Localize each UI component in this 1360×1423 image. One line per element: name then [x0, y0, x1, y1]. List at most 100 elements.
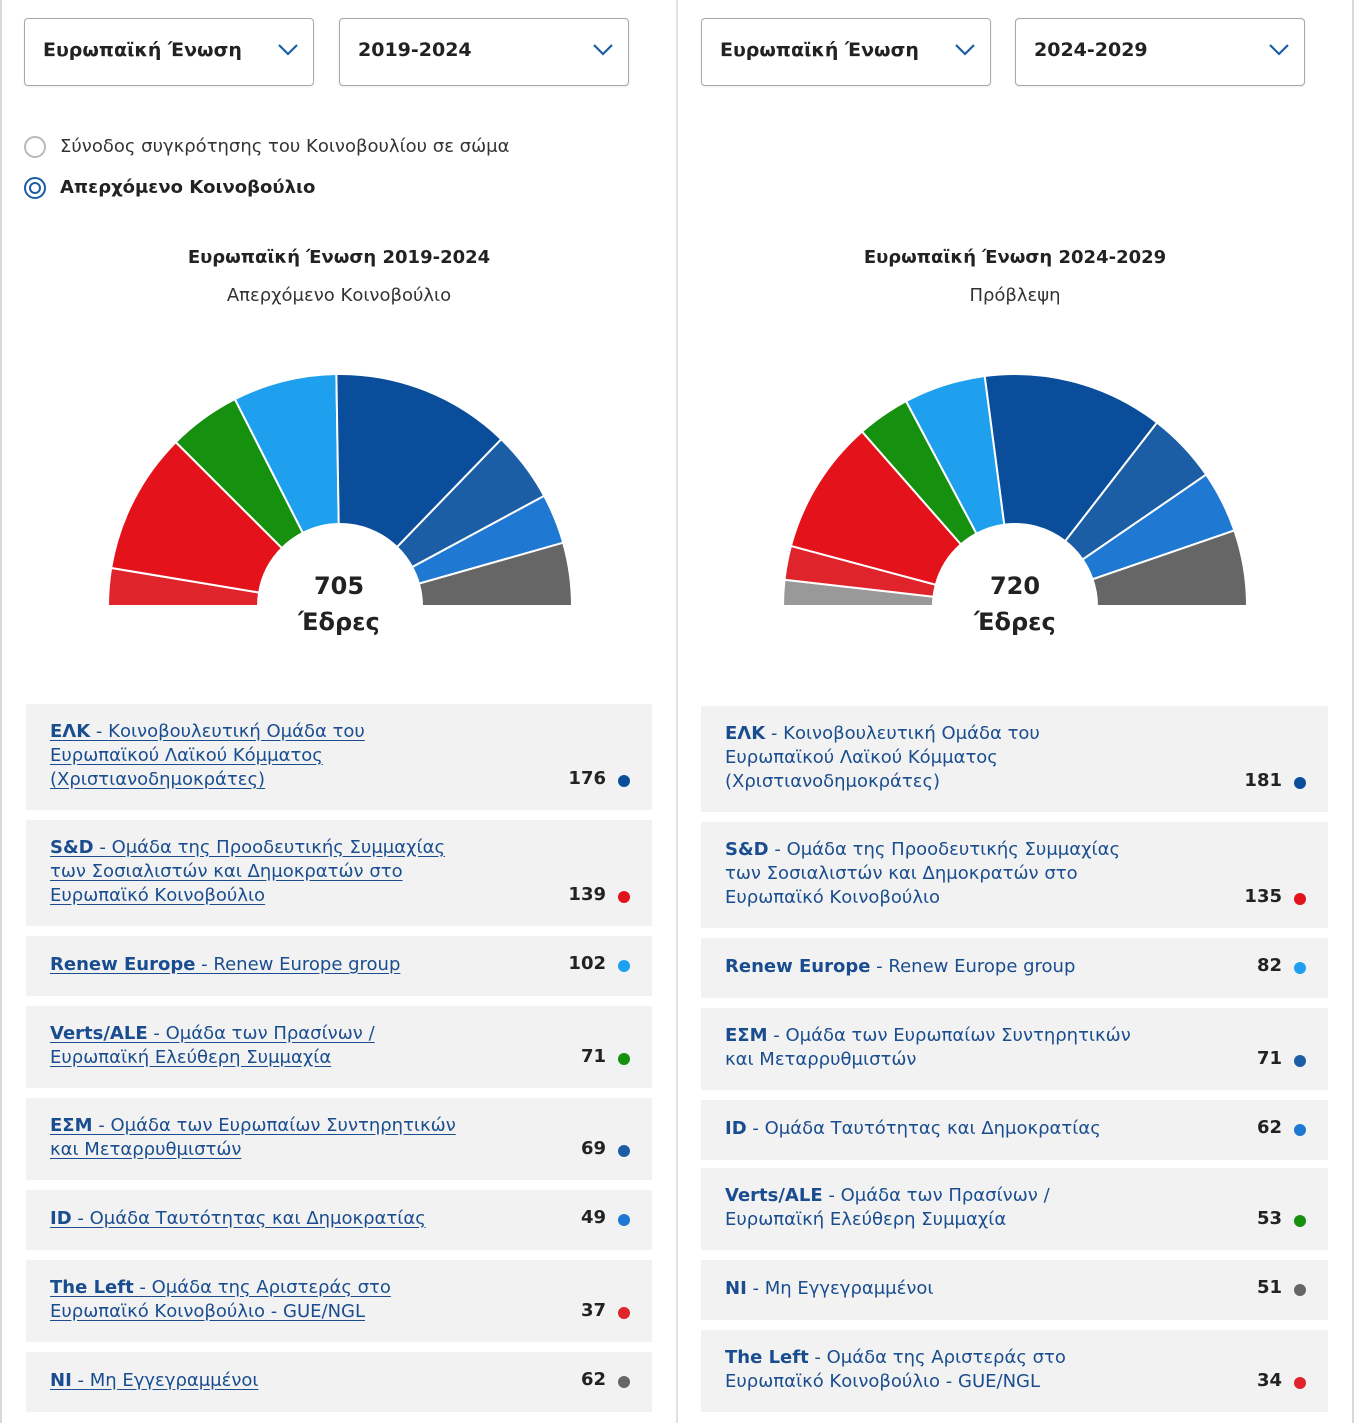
party-name[interactable]: NI - Μη Εγγεγραμμένοι	[50, 1369, 510, 1393]
party-fullname: Ομάδα Ταυτότητας και Δημοκρατίας	[764, 1118, 1101, 1139]
party-abbr: ΕΛΚ	[50, 721, 91, 742]
party-name[interactable]: ΕΛΚ - Κοινοβουλευτική Ομάδα του Ευρωπαϊκο…	[725, 722, 1185, 794]
left-region-dropdown[interactable]: Ευρωπαϊκή Ένωση	[24, 18, 314, 86]
party-fullname-line3: (Χριστιανοδημοκράτες)	[725, 771, 941, 792]
party-row[interactable]: S&D - Ομάδα της Προοδευτικής Συμμαχίας τω…	[26, 820, 652, 926]
party-sep: -	[92, 1115, 111, 1136]
party-fullname-line2: των Σοσιαλιστών και Δημοκρατών στο	[50, 861, 403, 882]
party-seat-count: 53	[1256, 1208, 1282, 1229]
column-divider	[676, 0, 678, 1423]
party-seat-count: 139	[568, 884, 606, 905]
party-sep: -	[195, 954, 214, 975]
party-row[interactable]: Renew Europe - Renew Europe group 82	[701, 938, 1328, 998]
party-name[interactable]: Verts/ALE - Ομάδα των Πρασίνων / Ευρωπαϊκ…	[50, 1022, 510, 1070]
seat-segment-ελκ	[983, 373, 1159, 543]
party-color-dot-icon	[1294, 777, 1306, 789]
party-name[interactable]: ID - Ομάδα Ταυτότητας και Δημοκρατίας	[725, 1117, 1185, 1141]
party-color-dot-icon	[1294, 1215, 1306, 1227]
party-sep: -	[147, 1023, 166, 1044]
right-term-dropdown[interactable]: 2024-2029	[1015, 18, 1305, 86]
party-fullname: Renew Europe group	[213, 954, 401, 975]
party-name[interactable]: NI - Μη Εγγεγραμμένοι	[725, 1277, 1185, 1301]
party-row[interactable]: The Left - Ομάδα της Αριστεράς στο Ευρωπα…	[26, 1260, 652, 1342]
left-term-dropdown[interactable]: 2019-2024	[339, 18, 629, 86]
party-name[interactable]: Verts/ALE - Ομάδα των Πρασίνων / Ευρωπαϊκ…	[725, 1184, 1185, 1232]
right-seats-label: Έδρες	[974, 608, 1056, 636]
right-chart-subtitle: Πρόβλεψη	[969, 285, 1061, 306]
party-abbr: The Left	[725, 1347, 809, 1368]
party-sep: -	[822, 1185, 841, 1206]
party-name[interactable]: Renew Europe - Renew Europe group	[725, 955, 1185, 979]
party-abbr: NI	[50, 1370, 72, 1391]
radio-circle-icon	[24, 136, 46, 158]
party-name[interactable]: ID - Ομάδα Ταυτότητας και Δημοκρατίας	[50, 1207, 510, 1231]
right-region-dropdown[interactable]: Ευρωπαϊκή Ένωση	[701, 18, 991, 86]
party-color-dot-icon	[1294, 1377, 1306, 1389]
party-abbr: Renew Europe	[725, 956, 871, 977]
party-fullname: Ομάδα των Πρασίνων /	[840, 1185, 1050, 1206]
party-row[interactable]: NI - Μη Εγγεγραμμένοι 51	[701, 1260, 1328, 1320]
party-color-dot-icon	[618, 1214, 630, 1226]
seat-segment-s-d	[109, 440, 284, 594]
party-abbr: ΕΣΜ	[725, 1025, 768, 1046]
left-region-value: Ευρωπαϊκή Ένωση	[43, 39, 242, 61]
party-seat-count: 102	[568, 953, 606, 974]
party-name[interactable]: ΕΣΜ - Ομάδα των Ευρωπαίων Συντηρητικών κα…	[725, 1024, 1185, 1072]
party-color-dot-icon	[618, 891, 630, 903]
right-hemicycle-chart	[781, 373, 1249, 607]
party-color-dot-icon	[618, 1307, 630, 1319]
party-fullname: Ομάδα της Αριστεράς στο	[151, 1277, 391, 1298]
party-row[interactable]: ID - Ομάδα Ταυτότητας και Δημοκρατίας 49	[26, 1190, 652, 1250]
party-seat-count: 176	[568, 768, 606, 789]
party-fullname-line2: Ευρωπαϊκού Λαϊκού Κόμματος	[725, 747, 998, 768]
party-color-dot-icon	[618, 775, 630, 787]
party-sep: -	[71, 1370, 90, 1391]
chevron-down-icon	[593, 44, 613, 56]
party-row[interactable]: ID - Ομάδα Ταυτότητας και Δημοκρατίας 62	[701, 1100, 1328, 1160]
left-chart-subtitle: Απερχόμενο Κοινοβούλιο	[226, 285, 452, 306]
party-sep: -	[765, 723, 784, 744]
party-abbr: S&D	[725, 839, 769, 860]
party-fullname: Ομάδα της Αριστεράς στο	[826, 1347, 1066, 1368]
party-sep: -	[808, 1347, 827, 1368]
party-name[interactable]: S&D - Ομάδα της Προοδευτικής Συμμαχίας τω…	[50, 836, 510, 908]
party-seat-count: 51	[1256, 1277, 1282, 1298]
party-sep: -	[746, 1278, 765, 1299]
party-fullname-line2: και Μεταρρυθμιστών	[725, 1049, 917, 1070]
left-term-value: 2019-2024	[358, 39, 472, 61]
left-chart-title: Ευρωπαϊκή Ένωση 2019-2024	[187, 247, 491, 268]
party-name[interactable]: Renew Europe - Renew Europe group	[50, 953, 510, 977]
party-name[interactable]: ΕΛΚ - Κοινοβουλευτική Ομάδα του Ευρωπαϊκο…	[50, 720, 510, 792]
party-row[interactable]: ΕΛΚ - Κοινοβουλευτική Ομάδα του Ευρωπαϊκο…	[26, 704, 652, 810]
party-abbr: ID	[50, 1208, 72, 1229]
frame-left-border	[0, 0, 2, 1423]
party-row[interactable]: Verts/ALE - Ομάδα των Πρασίνων / Ευρωπαϊκ…	[26, 1006, 652, 1088]
party-color-dot-icon	[618, 1145, 630, 1157]
party-fullname: Ομάδα των Πρασίνων /	[165, 1023, 375, 1044]
party-color-dot-icon	[1294, 1055, 1306, 1067]
party-row[interactable]: ΕΛΚ - Κοινοβουλευτική Ομάδα του Ευρωπαϊκο…	[701, 706, 1328, 812]
party-name[interactable]: The Left - Ομάδα της Αριστεράς στο Ευρωπα…	[725, 1346, 1185, 1394]
seat-segment-ελκ	[335, 373, 503, 549]
party-color-dot-icon	[1294, 1284, 1306, 1296]
party-name[interactable]: The Left - Ομάδα της Αριστεράς στο Ευρωπα…	[50, 1276, 510, 1324]
party-fullname-line3: Ευρωπαϊκό Κοινοβούλιο	[50, 885, 266, 906]
seat-segment-ni	[417, 541, 574, 607]
party-row[interactable]: Verts/ALE - Ομάδα των Πρασίνων / Ευρωπαϊκ…	[701, 1168, 1328, 1250]
chevron-down-icon	[955, 44, 975, 56]
party-name[interactable]: S&D - Ομάδα της Προοδευτικής Συμμαχίας τω…	[725, 838, 1185, 910]
party-row[interactable]: NI - Μη Εγγεγραμμένοι 62	[26, 1352, 652, 1412]
party-row[interactable]: ΕΣΜ - Ομάδα των Ευρωπαίων Συντηρητικών κα…	[701, 1008, 1328, 1090]
party-fullname: Κοινοβουλευτική Ομάδα του	[108, 721, 365, 742]
party-row[interactable]: S&D - Ομάδα της Προοδευτικής Συμμαχίας τω…	[701, 822, 1328, 928]
party-row[interactable]: The Left - Ομάδα της Αριστεράς στο Ευρωπα…	[701, 1330, 1328, 1412]
right-term-value: 2024-2029	[1034, 39, 1148, 61]
party-fullname-line2: Ευρωπαϊκό Κοινοβούλιο - GUE/NGL	[50, 1301, 366, 1322]
party-name[interactable]: ΕΣΜ - Ομάδα των Ευρωπαίων Συντηρητικών κα…	[50, 1114, 510, 1162]
party-row[interactable]: ΕΣΜ - Ομάδα των Ευρωπαίων Συντηρητικών κα…	[26, 1098, 652, 1180]
party-sep: -	[71, 1208, 90, 1229]
party-row[interactable]: Renew Europe - Renew Europe group 102	[26, 936, 652, 996]
party-color-dot-icon	[618, 1053, 630, 1065]
right-chart-title: Ευρωπαϊκή Ένωση 2024-2029	[863, 247, 1167, 268]
party-seat-count: 62	[580, 1369, 606, 1390]
